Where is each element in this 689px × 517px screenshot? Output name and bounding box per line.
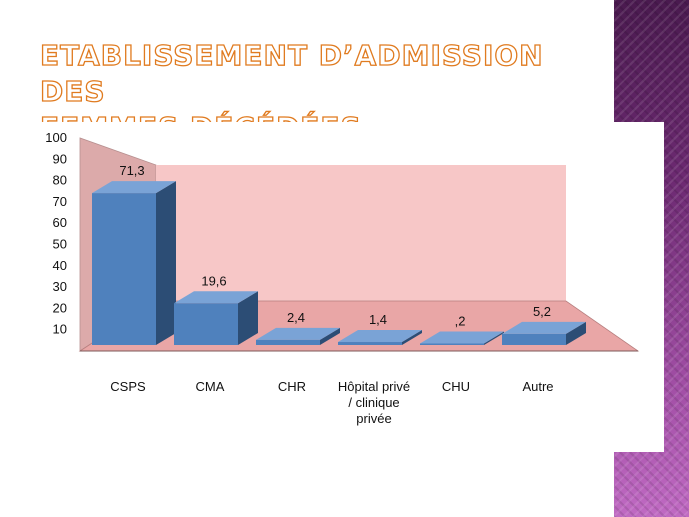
bar-top: [174, 291, 258, 304]
y-tick-label: 30: [53, 279, 67, 294]
bar-top: [338, 330, 422, 343]
bar-chart: 10 20 30 40 50 60 70 80 90 100 71,3 19,6 2,4 1,4 ,2 5,…: [45, 130, 640, 426]
bar-side: [484, 331, 504, 345]
bar-4: [338, 330, 422, 345]
bar-1: [92, 181, 176, 345]
bar-2: [174, 291, 258, 345]
y-tick-label: 40: [53, 258, 67, 273]
data-label: ,2: [455, 314, 466, 329]
y-tick-label: 20: [53, 300, 67, 315]
data-label: 19,6: [201, 273, 226, 288]
data-label: 2,4: [287, 310, 305, 325]
chart-panel: 10 20 30 40 50 60 70 80 90 100 71,3 19,6 2,4 1,4 ,2 5,…: [29, 122, 664, 452]
data-label: 1,4: [369, 312, 387, 327]
y-tick-label: 60: [53, 215, 67, 230]
y-axis: 10 20 30 40 50 60 70 80 90 100: [45, 130, 67, 337]
bar-side: [156, 181, 176, 345]
x-category-label: CMA: [196, 379, 225, 394]
y-tick-label: 10: [53, 322, 67, 337]
y-tick-label: 80: [53, 173, 67, 188]
bar-5: [420, 331, 504, 345]
bar-side: [402, 330, 422, 345]
y-tick-label: 90: [53, 151, 67, 166]
slide-title-line-1: Etablissement d’admission des: [39, 38, 544, 108]
x-category-label: CSPS: [110, 379, 146, 394]
data-label: 5,2: [533, 304, 551, 319]
x-axis: CSPS CMA CHR Hôpital privé / clinique privée C…: [110, 379, 553, 426]
data-labels: 71,3 19,6 2,4 1,4 ,2 5,2: [119, 163, 551, 328]
data-label: 71,3: [119, 163, 144, 178]
bar-front: [174, 303, 238, 345]
y-tick-label: 100: [45, 130, 67, 145]
bar-front: [502, 333, 566, 345]
bars: [92, 181, 586, 345]
bar-front: [338, 342, 402, 345]
back-wall: [156, 165, 566, 301]
bar-6: [502, 321, 586, 345]
x-category-label: Hôpital privé / clinique privée: [338, 379, 410, 426]
x-category-label: Autre: [522, 379, 553, 394]
y-tick-label: 50: [53, 237, 67, 252]
bar-side: [238, 291, 258, 345]
bar-top: [256, 327, 340, 340]
bar-front: [420, 343, 484, 345]
x-category-label: CHR: [278, 379, 306, 394]
bar-side: [566, 321, 586, 345]
bar-3: [256, 327, 340, 345]
bar-side: [320, 327, 340, 345]
bar-front: [92, 193, 156, 345]
bar-top: [502, 321, 586, 334]
x-category-label: CHU: [442, 379, 470, 394]
bar-front: [256, 339, 320, 345]
y-tick-label: 70: [53, 194, 67, 209]
bar-top: [92, 181, 176, 194]
bar-top: [420, 331, 504, 344]
